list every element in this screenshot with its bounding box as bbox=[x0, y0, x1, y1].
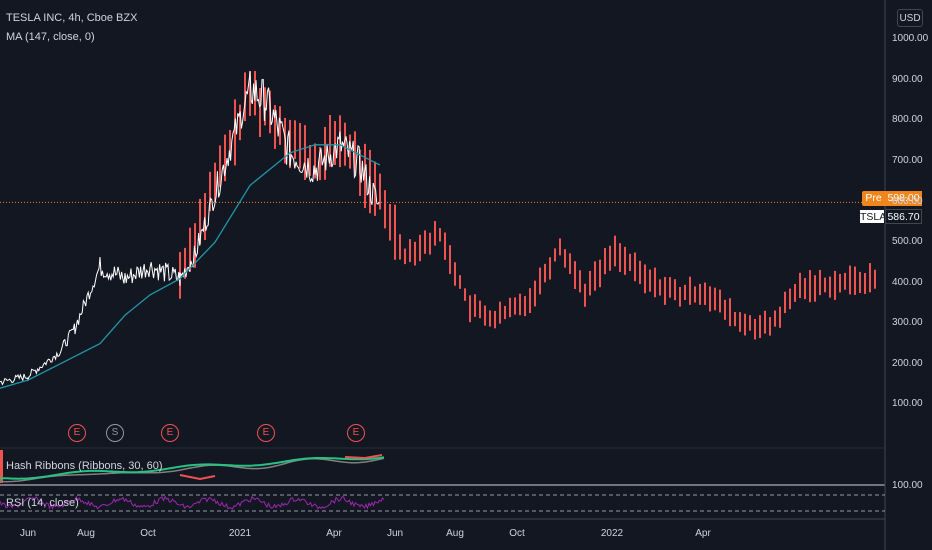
x-axis-tick: Jun bbox=[386, 528, 404, 539]
earnings-event-marker[interactable]: E bbox=[68, 424, 86, 442]
ma-legend[interactable]: MA (147, close, 0) bbox=[6, 31, 95, 43]
last-price-label: TSLA bbox=[859, 209, 887, 224]
y-axis-tick: 800.00 bbox=[892, 114, 923, 126]
y-axis-tick: 100.00 bbox=[892, 398, 923, 410]
y-axis-tick: 200.00 bbox=[892, 357, 923, 369]
last-price-value: 586.70 bbox=[885, 209, 922, 224]
price-line bbox=[0, 71, 380, 386]
split-event-marker[interactable]: S bbox=[106, 424, 124, 442]
y-axis-tick: 700.00 bbox=[892, 155, 923, 167]
ma-line bbox=[0, 144, 381, 389]
rsi-legend[interactable]: RSI (14, close) bbox=[6, 497, 79, 509]
x-axis-tick: Oct bbox=[509, 528, 525, 539]
x-axis-tick: Apr bbox=[326, 528, 342, 539]
earnings-event-marker[interactable]: E bbox=[257, 424, 275, 442]
x-axis-tick: 2021 bbox=[228, 528, 252, 539]
y-axis-tick: 1000.00 bbox=[892, 33, 929, 45]
y-axis-tick: 900.00 bbox=[892, 73, 923, 85]
hash-ribbons-legend[interactable]: Hash Ribbons (Ribbons, 30, 60) bbox=[6, 460, 163, 472]
rsi-scale-top-label: 100.00 bbox=[892, 480, 923, 491]
hash-ribbon-red-segment bbox=[344, 454, 383, 460]
y-axis-tick: 300.00 bbox=[892, 317, 923, 329]
currency-button[interactable]: USD bbox=[897, 9, 923, 27]
pre-market-label: Pre bbox=[862, 191, 885, 206]
y-axis-tick: 400.00 bbox=[892, 276, 923, 288]
pre-market-price: 598.00 bbox=[885, 191, 922, 206]
x-axis-tick: Apr bbox=[695, 528, 711, 539]
earnings-event-marker[interactable]: E bbox=[347, 424, 365, 442]
symbol-legend[interactable]: TESLA INC, 4h, Cboe BZX bbox=[6, 12, 138, 24]
x-axis-tick: 2022 bbox=[600, 528, 624, 539]
hash-ribbon-slow bbox=[0, 457, 385, 483]
x-axis-tick: Oct bbox=[140, 528, 156, 539]
hash-pane-marker bbox=[0, 450, 3, 483]
x-axis-tick: Jun bbox=[19, 528, 37, 539]
hash-ribbon-fast bbox=[0, 456, 385, 480]
rsi-line bbox=[0, 495, 385, 510]
x-axis-tick: Aug bbox=[446, 528, 464, 539]
hash-ribbon-red-segment bbox=[179, 474, 216, 481]
x-axis-tick: Aug bbox=[77, 528, 95, 539]
y-axis-tick: 600.00 bbox=[892, 195, 923, 207]
y-axis-tick: 500.00 bbox=[892, 236, 923, 248]
earnings-event-marker[interactable]: E bbox=[161, 424, 179, 442]
